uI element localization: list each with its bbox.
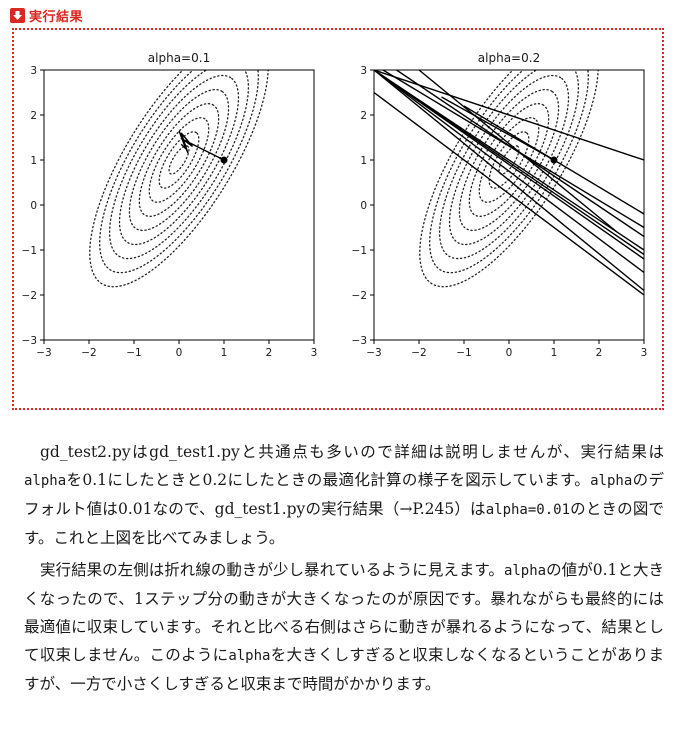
x-tick-label: −2	[411, 347, 426, 359]
x-tick-label: 1	[221, 347, 228, 359]
x-tick-label: 3	[641, 347, 648, 359]
contour-line	[138, 103, 220, 217]
contour-line	[429, 70, 589, 274]
contour-line	[448, 74, 570, 246]
contour-line	[438, 70, 580, 260]
x-tick-label: −3	[366, 347, 381, 359]
x-tick-label: −1	[126, 347, 141, 359]
start-point	[550, 156, 558, 164]
start-point	[220, 156, 228, 164]
trajectory-segment	[374, 91, 644, 296]
trajectory-group	[374, 70, 644, 296]
y-tick-label: −1	[22, 245, 37, 257]
p1-run: のデフォルト値は0.01なので、gd_test1.pyの実行結果（→P.245）…	[24, 471, 664, 518]
x-tick-label: 2	[596, 347, 603, 359]
y-tick-label: 1	[360, 155, 367, 167]
y-tick-label: −2	[352, 290, 367, 302]
contour-line	[158, 131, 200, 189]
x-tick-label: −1	[456, 347, 471, 359]
result-figure-box: alpha=0.1 −3 −2 −1 0 1 2 3 3 2 1 0 −1 −2 −3 alpha=0.2 −3…	[12, 28, 664, 410]
contour-group	[89, 70, 269, 288]
contour-line	[89, 70, 269, 288]
result-header-title: 実行結果	[29, 9, 84, 25]
contour-line	[478, 117, 540, 203]
x-tick-label: 3	[311, 347, 318, 359]
down-arrow-icon	[10, 7, 25, 23]
p1-run: alpha	[590, 473, 633, 489]
contour-line	[468, 103, 550, 217]
contour-line	[108, 70, 250, 260]
y-tick-label: −2	[22, 290, 37, 302]
y-tick-label: 1	[30, 155, 37, 167]
trajectory-segment	[374, 70, 644, 274]
p1-run: alpha=0.01	[485, 502, 571, 518]
x-tick-label: 1	[551, 347, 558, 359]
x-tick-label: −3	[36, 347, 51, 359]
trajectory-segment	[374, 70, 644, 256]
y-tick-label: 2	[30, 110, 37, 122]
chart-panel-2: alpha=0.2 −3 −2 −1 0 1 2 3 3 2 1 0 −1 −2 −3	[352, 51, 648, 359]
y-tick-label: 3	[30, 65, 37, 77]
contour-line	[488, 131, 530, 189]
result-header: 実行結果	[10, 6, 84, 25]
paragraph-1: gd_test2.pyはgd_test1.pyと共通点も多いので詳細は説明しませ…	[24, 438, 664, 552]
y-tick-label: −1	[352, 245, 367, 257]
contour-line	[118, 74, 240, 246]
x-tick-label: −2	[81, 347, 96, 359]
plot-frame	[43, 69, 315, 341]
contour-line	[148, 117, 210, 203]
p1-run: を0.1にしたときと0.2にしたときの最適化計算の様子を図示しています。	[66, 471, 591, 489]
contour-group	[419, 70, 599, 288]
y-tick-label: 2	[360, 110, 367, 122]
x-tick-label: 0	[176, 347, 183, 359]
p2-run: を大きくしすぎると収束しなくなるということがありますが、一方で小さくしすぎると収…	[24, 646, 664, 693]
trajectory-segment	[418, 70, 618, 233]
p2-run: alpha	[228, 648, 271, 664]
plot-frame	[373, 69, 645, 341]
trajectory-segment	[374, 70, 644, 292]
x-tick-label: 2	[266, 347, 273, 359]
contour-line	[99, 70, 259, 274]
p1-run: のときの図です。これと上図を比べてみましょう。	[24, 500, 664, 547]
p2-run: 実行結果の左側は折れ線の動きが少し暴れているように見えます。	[40, 561, 504, 579]
contour-line	[419, 70, 599, 288]
p1-run: gd_test2.pyはgd_test1.pyと共通点も多いので詳細は説明しませ…	[40, 443, 664, 461]
y-tick-label: 3	[360, 65, 367, 77]
chart-title: alpha=0.2	[478, 51, 540, 65]
chart-panel-1: alpha=0.1 −3 −2 −1 0 1 2 3 3 2 1 0 −1 −2 −3	[22, 51, 318, 359]
contour-line	[168, 145, 190, 175]
p1-run: alpha	[24, 473, 67, 489]
chart-title: alpha=0.1	[148, 51, 210, 65]
trajectory-line	[178, 130, 225, 161]
paragraph-2: 実行結果の左側は折れ線の動きが少し暴れているように見えます。alphaの値が0.…	[24, 556, 664, 698]
trajectory-segment	[441, 96, 555, 161]
y-tick-label: −3	[22, 335, 37, 347]
y-tick-label: −3	[352, 335, 367, 347]
contour-line	[128, 88, 230, 232]
trajectory-group	[178, 130, 225, 161]
p2-run: alpha	[503, 563, 547, 579]
x-tick-label: 0	[506, 347, 513, 359]
result-figure: alpha=0.1 −3 −2 −1 0 1 2 3 3 2 1 0 −1 −2 −3 alpha=0.2 −3…	[22, 51, 648, 359]
y-tick-label: 0	[30, 200, 37, 212]
p2-run: の値が0.1と大きくなったので、1ステップ分の動きが大きくなったのが原因です。暴…	[24, 561, 664, 664]
body-text: gd_test2.pyはgd_test1.pyと共通点も多いので詳細は説明しませ…	[24, 438, 664, 702]
y-tick-label: 0	[360, 200, 367, 212]
